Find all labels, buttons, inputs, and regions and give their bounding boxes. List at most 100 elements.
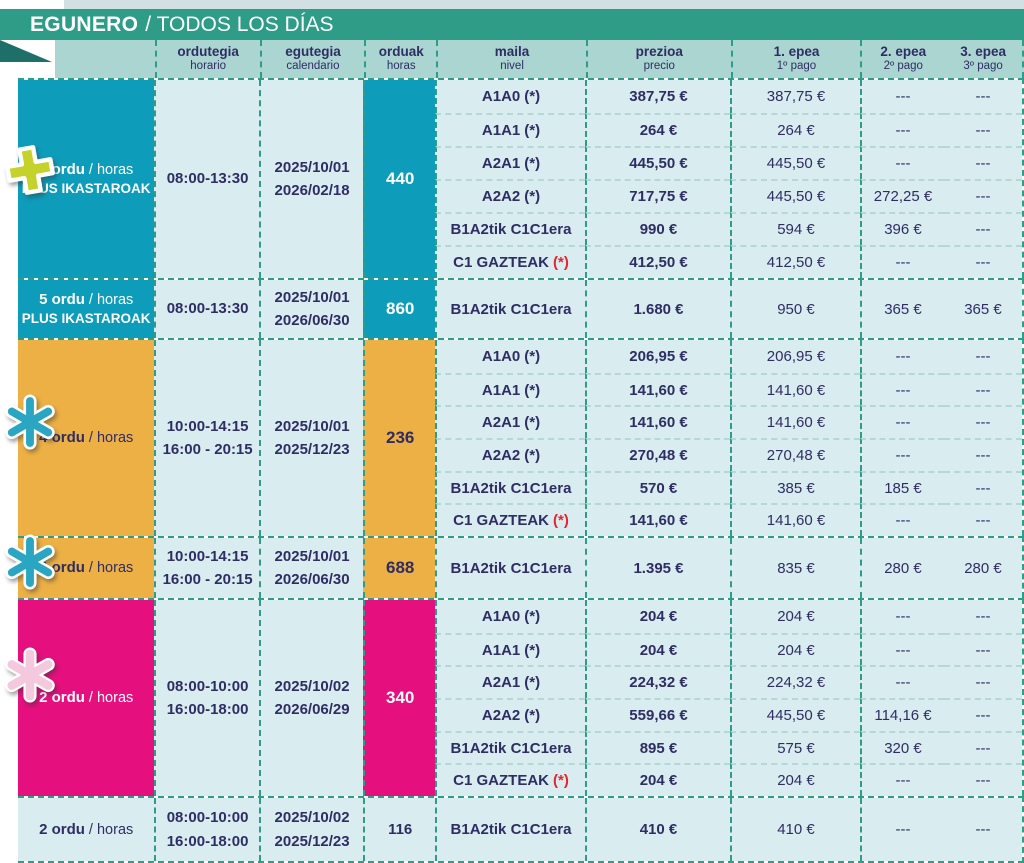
pay1-cell: 445,50 € <box>730 146 860 179</box>
pay3-cell: --- <box>944 113 1022 146</box>
schedule-line: 10:00-14:15 <box>166 547 249 565</box>
header-maila: maila nivel <box>436 40 586 78</box>
calendar-date: 2025/10/01 <box>274 547 350 565</box>
pay3-cell: --- <box>944 503 1022 537</box>
header-label-es: precio <box>643 59 675 72</box>
level-star: (*) <box>524 674 541 692</box>
table-row: B1A2tik C1C1era 570 €385 €185 € --- <box>435 470 1022 504</box>
calendar-cell: 2025/10/02 2026/06/29 <box>258 600 364 796</box>
schedule-cell: 08:00-13:30 <box>154 280 259 338</box>
level-cell: A1A0 (*) <box>435 340 585 373</box>
course-name-bold: 2 ordu <box>39 689 85 707</box>
header-epea-1: 1. epea 1º pago <box>730 40 861 78</box>
pay1-cell: 206,95 € <box>730 340 860 373</box>
price-cell: 1.680 € <box>585 280 730 338</box>
price-cell: 204 € <box>585 600 730 633</box>
pay1-cell: 141,60 € <box>730 405 860 439</box>
pay2-cell: 396 € <box>860 212 944 245</box>
banner-title-eu: EGUNERO <box>30 12 139 36</box>
pay1-cell: 204 € <box>730 763 860 797</box>
schedule-cell: 10:00-14:15 16:00 - 20:15 <box>154 538 259 598</box>
pay2-cell: 365 € <box>860 280 944 338</box>
pay2-cell: --- <box>860 763 944 797</box>
calendar-date: 2026/06/29 <box>274 701 350 718</box>
level-star: (*) <box>524 641 541 659</box>
course-block-plus-860: 5 ordu / horas PLUS IKASTAROAK 08:00-13:30… <box>18 278 1024 338</box>
level-star: (*) <box>524 188 541 205</box>
level-cell: A2A1 (*) <box>435 405 585 439</box>
table-row: C1 GAZTEAK (*) 141,60 €141,60 € --- --- <box>435 503 1022 537</box>
pay1-cell: 410 € <box>730 798 860 861</box>
level-star: (*) <box>524 155 541 172</box>
header-prezioa: prezioa precio <box>585 40 731 78</box>
pay1-cell: 141,60 € <box>730 372 860 406</box>
header-label-eu: egutegia <box>285 43 341 59</box>
pay1-cell: 575 € <box>730 730 860 764</box>
pay2-cell: 185 € <box>860 470 944 504</box>
pay3-cell: --- <box>944 245 1022 278</box>
pay2-cell: --- <box>860 245 944 278</box>
level-star: (*) <box>524 706 541 724</box>
pay1-cell: 387,75 € <box>730 80 860 113</box>
course-name-rest: / horas <box>84 430 134 447</box>
pay1-cell: 445,50 € <box>730 179 860 212</box>
level-cell: B1A2tik C1C1era <box>435 212 585 245</box>
course-label: 5 ordu / horas PLUS IKASTAROAK <box>18 280 155 338</box>
level-cell: B1A2tik C1C1era <box>435 470 585 504</box>
hours-cell: 116 <box>363 798 435 861</box>
table-header: ordutegia horario egutegia calendario or… <box>55 40 1024 78</box>
price-cell: 1.395 € <box>585 538 730 598</box>
calendar-date: 2025/10/02 <box>274 809 350 827</box>
course-name: 2 ordu / horas <box>39 820 133 840</box>
schedule-line: 08:00-13:30 <box>166 170 249 188</box>
pay1-cell: 950 € <box>730 280 860 338</box>
price-cell: 445,50 € <box>585 146 730 179</box>
level-text: A1A1 <box>481 122 521 139</box>
level-cell: A1A0 (*) <box>435 600 585 633</box>
course-name-rest: / horas <box>84 162 134 179</box>
table-row: B1A2tik C1C1era 410 €410 € --- --- <box>435 798 1022 861</box>
level-text: A2A1 <box>481 414 521 432</box>
pay3-cell: 280 € <box>944 538 1022 598</box>
price-cell: 410 € <box>585 798 730 861</box>
table-row: A2A2 (*) 717,75 €445,50 €272,25 € --- <box>435 179 1022 212</box>
pay3-cell: --- <box>944 438 1022 471</box>
price-cell: 204 € <box>585 632 730 666</box>
level-text: A1A1 <box>481 381 521 399</box>
course-block-four-236: 4 ordu / horas 10:00-14:15 16:00 - 20:15 20… <box>5 338 1024 537</box>
pay2-cell: --- <box>860 80 944 113</box>
pay2-cell: 280 € <box>860 538 944 598</box>
level-cell: B1A2tik C1C1era <box>435 538 585 598</box>
header-epea-2: 2. epea 2º pago <box>860 40 944 78</box>
level-rows: A1A0 (*) 387,75 €387,75 € --- --- A1A1 (*) 264 … <box>435 80 1022 278</box>
pay2-cell: --- <box>860 438 944 471</box>
table-row: A1A1 (*) 204 €204 € --- --- <box>435 632 1022 666</box>
pay3-cell: --- <box>944 632 1022 666</box>
level-star: (*) <box>524 607 541 625</box>
level-text: A1A1 <box>481 641 521 659</box>
table-row: A1A0 (*) 204 €204 € --- --- <box>435 600 1022 633</box>
table-row: A2A1 (*) 445,50 €445,50 € --- --- <box>435 146 1022 179</box>
calendar-cell: 2025/10/01 2026/02/18 <box>258 80 364 278</box>
calendar-date: 2025/10/02 <box>274 677 350 695</box>
schedule-line: 08:00-10:00 <box>166 809 249 827</box>
asterisk-teal-icon <box>2 394 58 450</box>
price-cell: 224,32 € <box>585 665 730 699</box>
level-cell: A1A0 (*) <box>435 80 585 113</box>
hours-cell: 440 <box>363 80 435 278</box>
table-row: A2A1 (*) 224,32 €224,32 € --- --- <box>435 665 1022 699</box>
level-cell: B1A2tik C1C1era <box>435 730 585 764</box>
price-cell: 141,60 € <box>585 405 730 439</box>
pay2-cell: --- <box>860 798 944 861</box>
pay3-cell: --- <box>944 146 1022 179</box>
header-ordutegia: ordutegia horario <box>154 40 260 78</box>
level-star: (*) <box>553 772 569 790</box>
level-text: C1 GAZTEAK <box>453 512 549 530</box>
price-cell: 204 € <box>585 763 730 797</box>
pay1-cell: 412,50 € <box>730 245 860 278</box>
level-cell: B1A2tik C1C1era <box>435 798 585 861</box>
level-cell: A1A1 (*) <box>435 632 585 666</box>
level-text: A1A0 <box>481 607 521 625</box>
pay3-cell: --- <box>944 698 1022 731</box>
schedule-line: 16:00 - 20:15 <box>162 571 253 588</box>
